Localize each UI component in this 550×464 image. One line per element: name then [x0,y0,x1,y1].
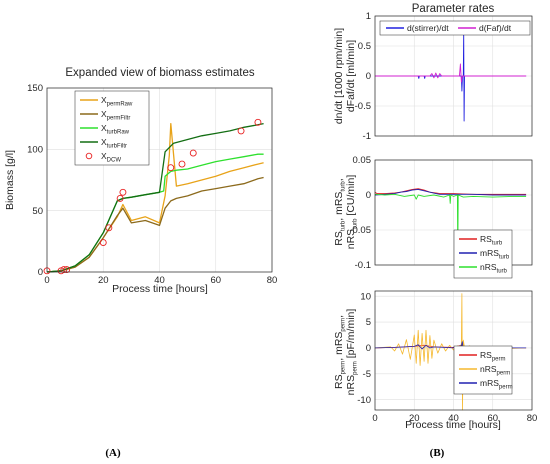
chart-a-series-xturbfiltr-line [46,122,264,273]
chart-a-xtick-label: 80 [267,275,278,286]
chart-a-series-xdcw-point [60,266,68,273]
chart-b1-ylabel-line: dFaf/dt [ml/min] [345,40,357,112]
chart-b3-xtick-label: 80 [527,413,538,424]
chart-b2-series-nrsturb-line [374,193,527,259]
chart-b3-xtick-label: 60 [487,413,498,424]
chart-b2-legend-item-mrsturb-label: mRSturb [480,248,510,261]
chart-b1-ytick-label: 0 [366,71,371,82]
chart-a-ytick-label: 100 [27,145,43,156]
chart-b1-legend-item-d-stirrer-dt-label: d(stirrer)/dt [407,23,449,33]
panel-label-b: (B) [430,447,445,459]
chart-b3-xtick-label: 40 [448,413,459,424]
chart-b2-legend-item-rsturb-label: RSturb [480,234,503,247]
chart-a-legend-item-xturbraw-label: XturbRaw [101,123,130,136]
chart-a: Expanded view of biomass estimates 0 20 40… [4,67,277,295]
chart-b2-ytick-label: 0.05 [353,155,372,166]
chart-a-legend-item-xpermraw-label: XpermRaw [101,95,133,108]
chart-b: Parameter rates -1 -0.5 0 0.5 1 d(stirrer)/dt… [333,3,537,431]
chart-b3-ytick-label: -10 [357,395,371,406]
chart-b2-ytick-label: -0.05 [349,225,371,236]
chart-a-xtick-label: 40 [154,275,165,286]
chart-a-legend-item-xdcw: XDCW [85,151,121,164]
chart-b2-legend-item-nrsturb: nRSturb [459,262,508,275]
chart-a-ytick-label: 0 [38,267,43,278]
chart-b1-legend-item-d-faf-dt-label: d(Faf)/dt [479,23,512,33]
chart-b3-xtick-label: 20 [409,413,420,424]
chart-b2-ytick-label: -0.1 [355,260,371,271]
chart-a-xtick-label: 20 [98,275,109,286]
chart-a-series-xpermfiltr-line [46,176,264,273]
chart-a-ytick-label: 50 [32,206,43,217]
chart-b1-ytick-label: -0.5 [355,101,371,112]
chart-a-legend-item-xturbfiltr-label: XturbFiltr [101,137,127,150]
chart-b1-legend-item-d-stirrer-dt: d(stirrer)/dt [386,23,449,33]
chart-b2-legend-item-mrsturb: mRSturb [459,248,510,261]
chart-b2-legend-item-rsturb: RSturb [459,234,503,247]
chart-a-legend-item-xpermraw: XpermRaw [80,95,133,108]
chart-b-title: Parameter rates [412,3,495,15]
chart-a-series-xdcw-point [119,188,127,196]
chart-a-title: Expanded view of biomass estimates [65,67,254,79]
chart-a-xtick-label: 0 [44,275,49,286]
chart-a-legend-item-xturbraw: XturbRaw [80,123,130,136]
chart-b1-ytick-label: -1 [363,131,371,142]
chart-b1-ytick-label: 0.5 [358,41,371,52]
chart-b3-xtick-label: 0 [372,413,377,424]
panel-label-a: (A) [105,447,121,459]
chart-b3-axes-frame [374,290,533,411]
chart-b2-series-mrsturb-line [374,188,527,196]
chart-b3-ylabel-line: RSperm, mRSperm, [333,315,347,389]
chart-a-xtick-label: 60 [210,275,221,286]
chart-b3-ytick-label: 0 [366,343,371,354]
chart-a-series-xdcw-point [189,149,197,157]
chart-b3-legend-item-mrsperm: mRSperm [459,378,513,391]
chart-b1-series-d-stirrer-dt-line [375,32,527,122]
chart-b1-ylabel-line: dn/dt [1000 rpm/min] [333,28,345,124]
chart-b3-legend-item-mrsperm-label: mRSperm [480,378,513,391]
chart-b3-legend-box [453,345,513,395]
chart-a-legend-item-xpermfiltr: XpermFiltr [80,109,130,122]
chart-a-series-xdcw-point [178,160,186,168]
chart-a-series-xdcw-point [116,194,124,202]
chart-a-series-xdcw-point [237,127,245,135]
chart-b3-ytick-label: 5 [366,317,371,328]
chart-b3-xlabel: Process time [hours] [405,419,501,431]
chart-b3-legend-item-nrsperm: nRSperm [459,364,510,377]
chart-b3-ylabel-line: nRSperm [pF/m/min] [345,309,359,396]
chart-b1-series-d-faf-dt-line [375,63,527,83]
chart-b3-legend-item-rsperm-label: RSperm [480,350,505,363]
chart-a-legend-item-xdcw-swatch [85,152,93,160]
chart-a-ytick-label: 150 [27,83,43,94]
chart-a-legend-item-xpermfiltr-label: XpermFiltr [101,109,130,122]
chart-a-legend-item-xturbfiltr: XturbFiltr [80,137,127,150]
chart-a-series-xdcw-point [254,118,262,126]
chart-b3-ytick-label: 10 [360,291,371,302]
chart-a-series-xdcw-point [167,164,175,172]
chart-b3-legend-item-rsperm: RSperm [459,350,505,363]
chart-b3-legend-item-nrsperm-label: nRSperm [480,364,510,377]
chart-a-series-xdcw-point [105,224,113,232]
chart-b1-legend-item-d-faf-dt: d(Faf)/dt [458,23,512,33]
chart-a-ylabel: Biomass [g/l] [4,150,16,210]
chart-a-xlabel: Process time [hours] [112,283,208,295]
chart-b1-legend: d(stirrer)/dt d(Faf)/dt [379,20,531,36]
chart-a-series-xdcw-point [63,266,71,273]
chart-b2-legend-box [453,229,513,279]
chart-a-series-xdcw-point [99,239,107,247]
chart-b2-ytick-label: 0 [366,190,371,201]
chart-b2-axes-frame [374,159,533,266]
chart-b1-ytick-label: 1 [366,11,371,22]
chart-a-axes-frame [46,87,273,273]
chart-b1-axes-frame [374,15,533,137]
chart-a-legend-item-xdcw-label: XDCW [101,151,121,164]
chart-b2-ylabel-line: nRSturb [CU/min] [345,175,359,250]
chart-b1-legend-box [379,20,531,36]
chart-b2-legend-item-nrsturb-label: nRSturb [480,262,508,275]
chart-b3-ytick-label: -5 [363,369,371,380]
chart-b2-ylabel-line: RSturb, mRSturb, [333,178,347,245]
